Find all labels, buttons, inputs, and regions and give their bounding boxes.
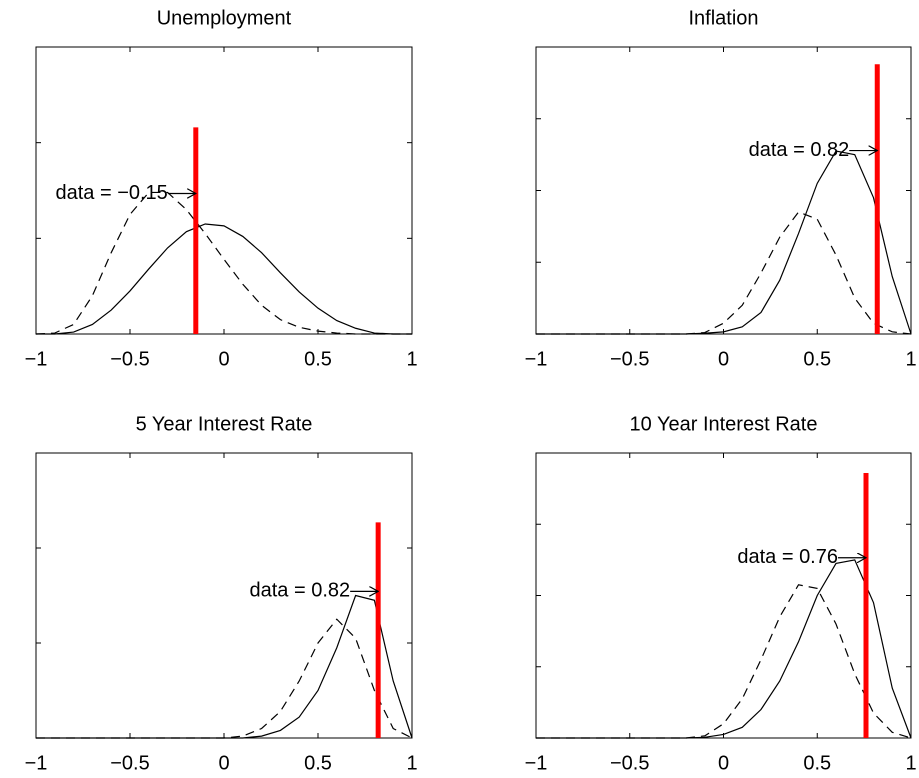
- dashed-density: [35, 191, 412, 335]
- subplot-title: 10 Year Interest Rate: [630, 413, 818, 435]
- solid-density: [536, 150, 912, 335]
- x-tick-label: 1: [406, 348, 417, 370]
- x-tick-label: 0.5: [803, 752, 831, 774]
- x-tick-label: −1: [525, 348, 548, 370]
- axes-box: [535, 46, 912, 335]
- x-tick-label: 1: [905, 752, 916, 774]
- x-tick-label: 0: [218, 752, 229, 774]
- dashed-density: [536, 584, 912, 739]
- solid-density: [536, 559, 912, 739]
- x-tick-label: 0.5: [304, 752, 332, 774]
- x-tick-label: 1: [406, 752, 417, 774]
- axes-box: [535, 452, 912, 739]
- solid-density: [36, 223, 412, 335]
- x-tick-label: 0: [718, 752, 729, 774]
- x-tick-label: 0: [718, 348, 729, 370]
- x-tick-label: −1: [525, 752, 548, 774]
- x-tick-label: −0.5: [610, 348, 649, 370]
- subplot-title: Inflation: [688, 7, 758, 29]
- x-tick-label: 0: [218, 348, 229, 370]
- dashed-density: [36, 618, 413, 739]
- x-tick-label: 0.5: [304, 348, 332, 370]
- x-tick-label: −1: [25, 348, 48, 370]
- x-tick-label: −0.5: [610, 752, 649, 774]
- annotation: data = 0.82: [749, 139, 850, 161]
- x-tick-label: −1: [25, 752, 48, 774]
- x-tick-label: −0.5: [110, 752, 149, 774]
- x-tick-label: 0.5: [803, 348, 831, 370]
- subplot-title: 5 Year Interest Rate: [136, 413, 313, 435]
- subplot-title: Unemployment: [157, 7, 292, 29]
- annotation: data = −0.15: [55, 182, 167, 204]
- dashed-density: [536, 211, 912, 335]
- solid-density: [36, 594, 413, 739]
- annotation: data = 0.82: [250, 580, 351, 602]
- x-tick-label: 1: [905, 348, 916, 370]
- annotation: data = 0.76: [737, 546, 838, 568]
- x-tick-label: −0.5: [110, 348, 149, 370]
